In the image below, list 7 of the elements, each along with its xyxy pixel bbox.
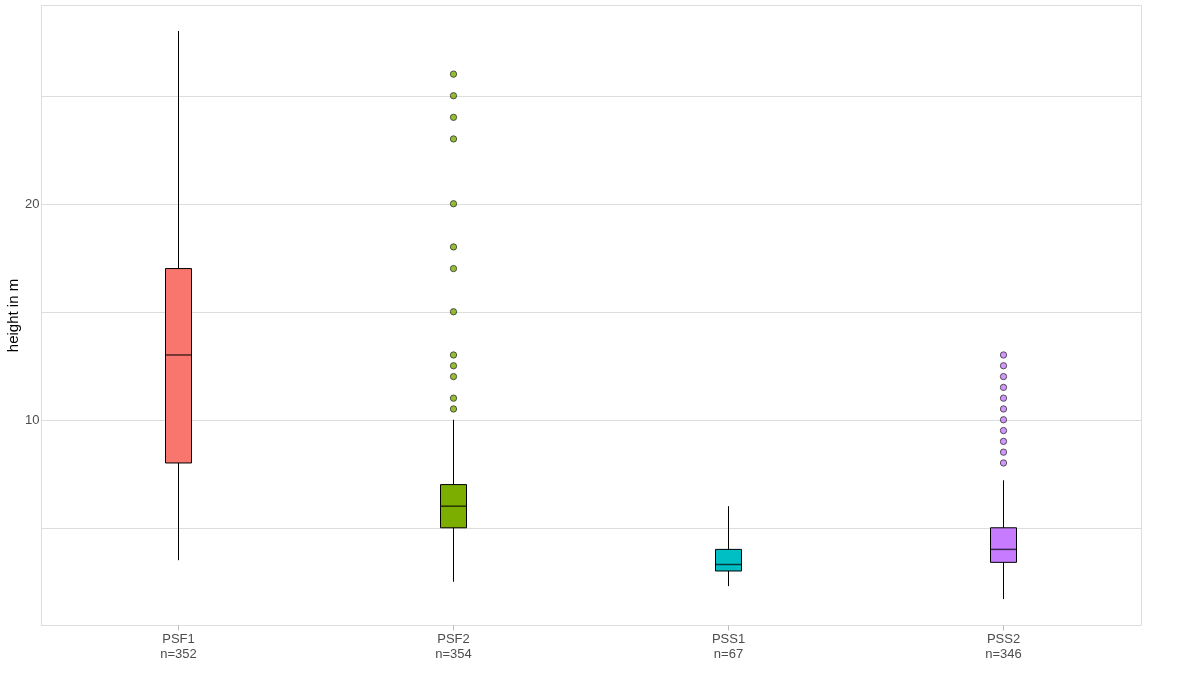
x-tick-label: PSF2 n=354 [435,630,472,661]
x-tick-label: PSS1 n=67 [711,630,746,661]
y-tick-label: 20 [25,196,40,212]
y-tick-label: 10 [25,412,40,428]
y-axis-title: height in m [4,278,22,353]
x-tick-label: PSF1 n=352 [160,630,197,661]
x-tick-label: PSS2 n=346 [985,630,1022,661]
